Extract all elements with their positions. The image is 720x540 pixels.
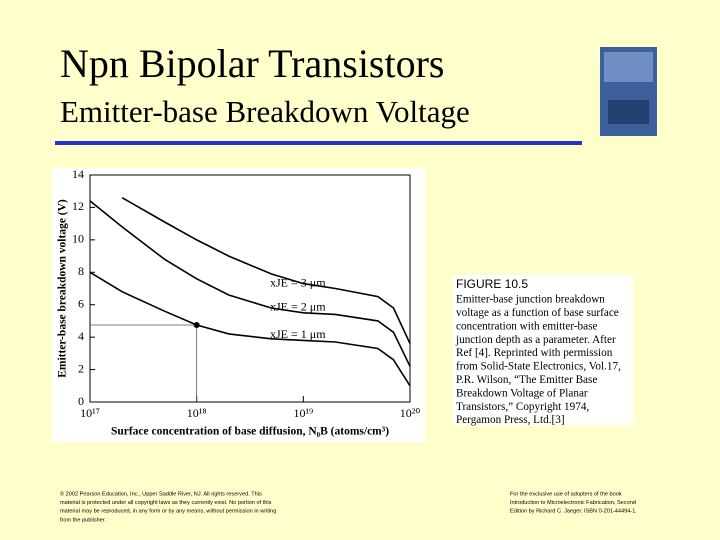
footer-text: For the exclusive use of adopters of the… [510,491,622,497]
caption-line: voltage as a function of base surface [456,307,619,319]
slide-title: Npn Bipolar Transistors [60,41,445,86]
caption-line: Breakdown Voltage of Planar [456,387,588,399]
y-tick-label: 2 [78,361,84,375]
x-tick-label: 10¹⁷ [80,406,100,420]
line-series [121,197,411,344]
footer-text: Edition by Richard C. Jaeger. ISBN 0-201… [510,509,637,515]
footer-text: material is protected under all copyrigh… [60,500,272,506]
caption-heading: FIGURE 10.5 [456,277,528,291]
y-tick-label: 10 [72,232,84,246]
y-tick-label: 4 [78,329,84,343]
y-tick-label: 6 [78,296,84,310]
y-tick-label: 0 [78,394,84,408]
x-tick-label: 10¹⁸ [187,406,207,420]
caption-line: junction depth as a parameter. After [455,334,616,346]
slide-subtitle: Emitter-base Breakdown Voltage [60,94,470,129]
series-label: xJE = 1 μm [270,327,326,341]
series-label: xJE = 3 μm [270,275,326,289]
x-tick-label: 10²⁰ [400,406,421,420]
y-tick-label: 14 [72,167,84,181]
y-tick-label: 8 [78,264,84,278]
book-cover-band [604,52,653,82]
series-label: xJE = 2 μm [270,300,326,314]
caption-line: Emitter-base junction breakdown [456,294,605,306]
line-series [89,200,411,367]
caption-line: Transistors,” Copyright 1974, [456,401,589,413]
caption-line: from Solid-State Electronics, Vol.17, [456,361,621,373]
figure-background [52,168,425,442]
book-cover-art [608,100,649,124]
plot-frame [89,174,411,403]
line-series [89,271,411,387]
y-axis-label: Emitter-base breakdown voltage (V) [57,199,69,378]
caption-line: concentration with emitter-base [456,320,597,332]
x-axis-label: Surface concentration of base diffusion,… [111,426,389,438]
caption-line: P.R. Wilson, “The Emitter Base [456,374,597,386]
footer-text: from the publisher. [60,517,106,523]
y-tick-label: 12 [72,199,84,213]
caption-line: Pergamon Press, Ltd.[3] [456,414,565,426]
footer-text: © 2002 Pearson Education, Inc., Upper Sa… [60,490,262,497]
caption-background [453,275,633,425]
footer-text: Introduction to Microelectronic Fabricat… [510,500,636,506]
footer-text: material may be reproduced, in any form … [60,509,276,515]
caption-line: Ref [4]. Reprinted with permission [456,347,613,359]
x-tick-label: 10¹⁹ [293,406,313,420]
